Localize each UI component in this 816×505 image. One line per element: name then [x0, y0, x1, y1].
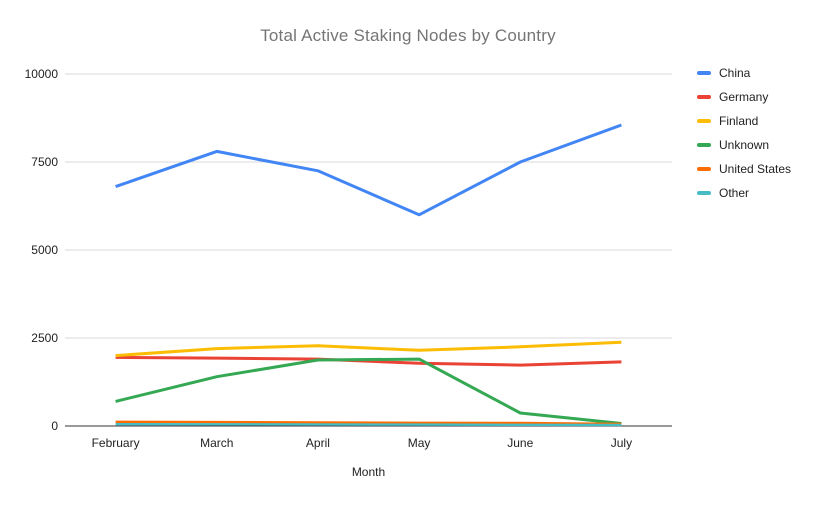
legend-swatch-china	[697, 71, 711, 75]
legend-item-other: Other	[697, 181, 791, 205]
legend-label-germany: Germany	[719, 90, 769, 104]
y-tick-label-5000: 5000	[31, 243, 58, 257]
legend-swatch-other	[697, 191, 711, 195]
legend: China Germany Finland Unknown United States O…	[697, 61, 791, 205]
x-tick-label-may: May	[408, 436, 431, 450]
legend-swatch-unknown	[697, 143, 711, 147]
legend-label-united-states: United States	[719, 162, 792, 176]
series-line-unknown	[115, 357, 622, 425]
x-axis-title: Month	[351, 465, 386, 479]
series-line-other	[115, 423, 622, 427]
legend-swatch-germany	[697, 95, 711, 99]
x-tick-label-april: April	[306, 436, 330, 450]
x-tick-label-march: March	[200, 436, 233, 450]
series-line-united-states	[115, 420, 622, 426]
legend-label-finland: Finland	[719, 114, 759, 128]
series-line-finland	[115, 340, 622, 358]
legend-label-other: Other	[719, 186, 750, 200]
legend-item-china: China	[697, 61, 791, 85]
y-tick-label-0: 0	[51, 419, 58, 433]
legend-label-china: China	[719, 66, 751, 80]
legend-item-germany: Germany	[697, 85, 791, 109]
legend-item-united-states: United States	[697, 157, 791, 181]
series-line-germany	[115, 355, 622, 367]
x-tick-label-february: February	[92, 436, 140, 450]
legend-item-unknown: Unknown	[697, 133, 791, 157]
legend-swatch-united-states	[697, 167, 711, 171]
legend-swatch-finland	[697, 119, 711, 123]
x-tick-label-july: July	[611, 436, 632, 450]
y-tick-label-2500: 2500	[31, 331, 58, 345]
y-tick-label-7500: 7500	[31, 155, 58, 169]
legend-label-unknown: Unknown	[719, 138, 770, 152]
chart-title: Total Active Staking Nodes by Country	[260, 26, 556, 45]
x-tick-label-june: June	[507, 436, 533, 450]
y-tick-label-10000: 10000	[25, 67, 59, 81]
series-line-china	[115, 123, 622, 217]
legend-item-finland: Finland	[697, 109, 791, 133]
